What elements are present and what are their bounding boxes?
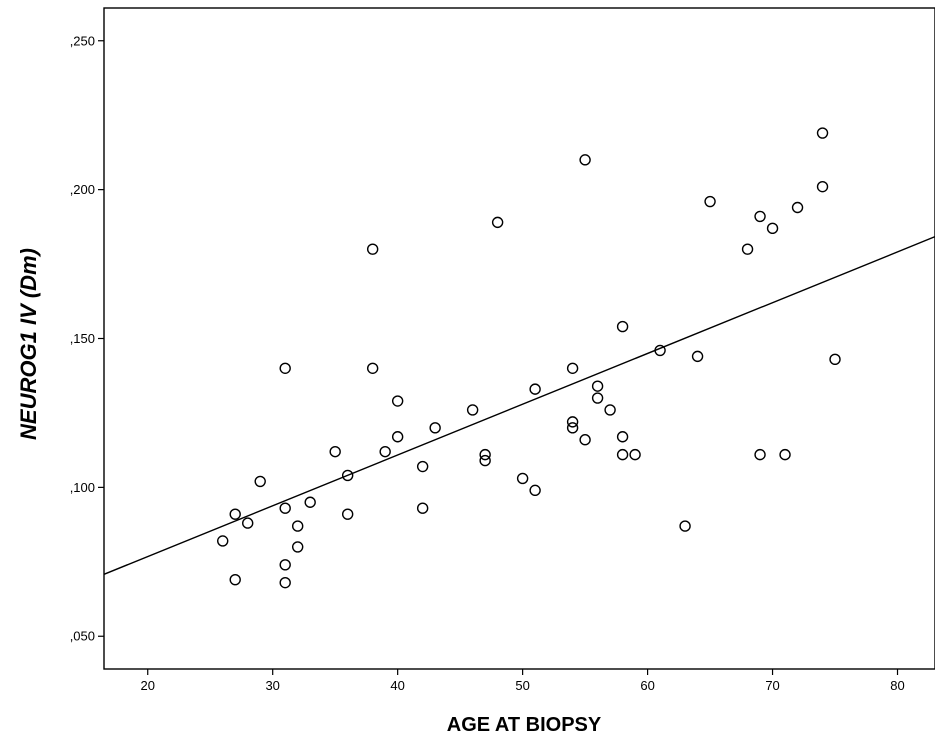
plot-frame — [103, 7, 935, 670]
x-tick-label: 60 — [640, 678, 654, 693]
data-point — [329, 445, 341, 458]
data-point — [429, 422, 441, 434]
data-point — [629, 448, 641, 461]
data-point — [741, 243, 754, 255]
data-point — [366, 243, 379, 255]
data-point — [591, 380, 604, 392]
y-tick-label: ,200 — [70, 182, 95, 197]
data-point — [816, 180, 829, 193]
data-point — [654, 344, 666, 357]
x-axis: 20 30 40 50 60 70 80 — [141, 669, 905, 693]
y-tick-label: ,100 — [70, 480, 95, 495]
data-point — [516, 472, 529, 485]
data-point — [791, 201, 804, 214]
data-point — [479, 454, 491, 467]
y-tick-label: ,250 — [70, 33, 95, 48]
data-point — [366, 362, 379, 374]
data-point — [566, 362, 579, 374]
y-tick-label: ,050 — [70, 629, 95, 644]
x-axis-title: AGE AT BIOPSY — [447, 714, 602, 736]
data-point — [291, 541, 304, 553]
data-point — [242, 517, 254, 529]
data-point — [579, 434, 591, 446]
data-point — [616, 320, 629, 333]
regression-line — [103, 236, 935, 575]
data-point — [591, 392, 604, 404]
data-point — [766, 222, 779, 235]
x-tick-label: 40 — [390, 678, 404, 693]
y-tick-label: ,150 — [70, 331, 95, 346]
data-point — [566, 416, 579, 428]
data-point — [279, 362, 291, 374]
data-point — [391, 431, 404, 443]
data-point — [691, 350, 704, 363]
data-point — [579, 154, 591, 166]
data-point — [616, 431, 629, 443]
data-point — [304, 496, 316, 508]
data-point — [616, 448, 629, 461]
data-point — [679, 520, 691, 532]
data-point — [529, 383, 541, 395]
data-point — [754, 210, 766, 223]
data-point — [217, 535, 229, 547]
data-point — [779, 448, 791, 461]
x-tick-label: 20 — [141, 678, 155, 693]
data-point — [229, 508, 241, 520]
data-point — [279, 576, 291, 589]
data-point — [279, 559, 291, 571]
data-point — [341, 469, 354, 482]
y-axis-title: NEUROG1 IV (Dm) — [16, 248, 41, 440]
x-tick-label: 50 — [515, 678, 529, 693]
x-tick-label: 70 — [765, 678, 779, 693]
x-tick-label: 30 — [265, 678, 279, 693]
x-tick-label: 80 — [890, 678, 904, 693]
data-point — [416, 460, 429, 473]
data-point — [229, 573, 241, 586]
data-point — [291, 520, 304, 532]
data-point — [816, 127, 829, 139]
data-point — [754, 448, 766, 461]
y-axis: ,050 ,100 ,150 ,200 ,250 — [70, 33, 104, 644]
data-point — [704, 195, 716, 208]
data-point — [466, 404, 479, 416]
data-point — [566, 422, 579, 434]
data-point — [279, 502, 291, 514]
data-point — [829, 353, 841, 366]
data-point — [416, 502, 429, 514]
data-point — [341, 508, 354, 520]
data-points — [217, 127, 841, 589]
data-point — [479, 448, 491, 461]
data-point — [254, 475, 266, 488]
data-point — [529, 484, 541, 497]
data-point — [379, 445, 391, 458]
data-point — [391, 395, 404, 407]
data-point — [604, 404, 616, 416]
data-point — [491, 216, 504, 229]
